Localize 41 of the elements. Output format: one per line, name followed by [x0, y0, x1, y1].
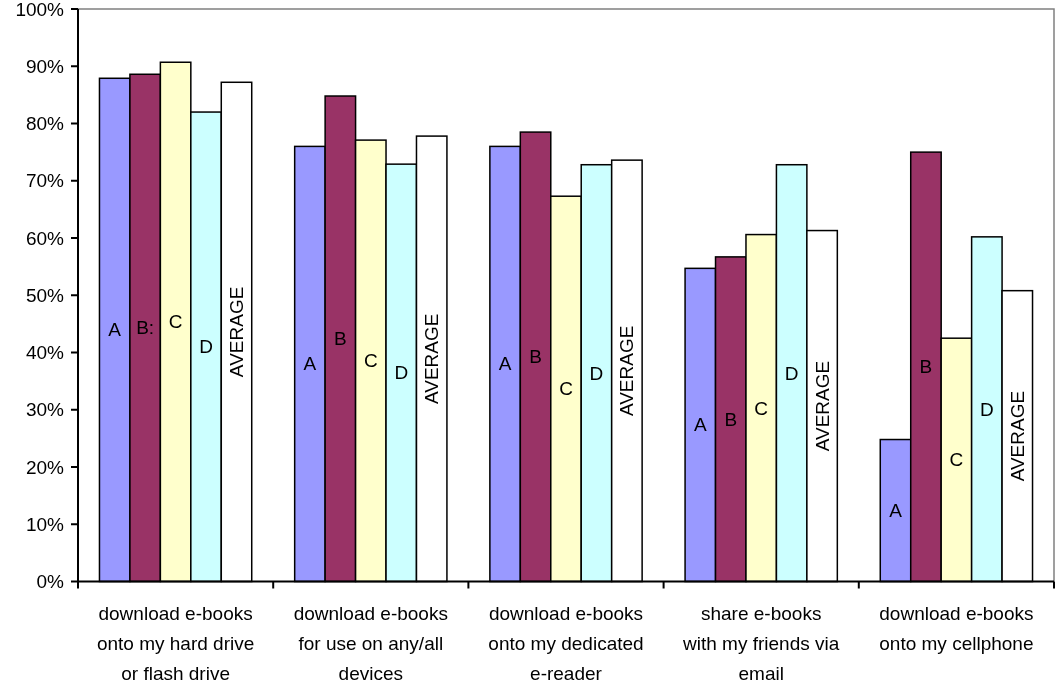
- y-tick-label: 40%: [25, 342, 65, 363]
- y-tick-label: 10%: [25, 513, 65, 535]
- data-label: C: [754, 397, 769, 419]
- data-label: AVERAGE: [811, 360, 833, 452]
- data-label: B: [724, 408, 738, 430]
- data-label: B: [919, 356, 933, 378]
- data-label: A: [693, 414, 707, 436]
- data-label: D: [979, 398, 994, 420]
- data-label: B:: [136, 317, 155, 339]
- data-label: AVERAGE: [226, 286, 247, 378]
- data-label: A: [303, 353, 317, 375]
- data-label: A: [108, 319, 122, 341]
- y-tick-label: 0%: [36, 571, 65, 592]
- data-label: A: [498, 353, 512, 375]
- data-label: C: [559, 378, 573, 400]
- data-label: AVERAGE: [616, 325, 638, 417]
- y-tick-label: 50%: [25, 284, 65, 306]
- data-label: D: [589, 362, 604, 384]
- data-label: C: [949, 449, 964, 471]
- data-label: A: [889, 500, 903, 522]
- x-tick-label: download e-books onto my hard drive or flash drive: [96, 603, 255, 684]
- x-tick-label: download e-books onto my cellphone: [879, 603, 1034, 654]
- x-tick-label: download e-books for use on any/all devices: [293, 603, 448, 684]
- x-tick-label: share e-books with my friends via email: [682, 603, 840, 684]
- data-label: AVERAGE: [1006, 390, 1028, 482]
- data-label: C: [168, 311, 183, 333]
- y-tick-label: 80%: [25, 113, 65, 134]
- y-tick-label: 20%: [25, 456, 65, 478]
- data-label: C: [363, 350, 378, 372]
- y-tick-label: 30%: [25, 399, 65, 421]
- data-label: AVERAGE: [421, 313, 443, 405]
- y-tick-label: 100%: [15, 0, 65, 20]
- data-label: B: [529, 346, 542, 368]
- y-tick-label: 90%: [25, 55, 65, 77]
- x-tick-label: download e-books onto my dedicated e-reader: [488, 603, 644, 684]
- data-label: D: [394, 362, 409, 384]
- data-label: B: [334, 328, 347, 350]
- y-tick-label: 70%: [25, 170, 65, 192]
- data-label: D: [199, 336, 213, 358]
- y-tick-label: 60%: [25, 227, 65, 249]
- data-label: D: [784, 362, 799, 384]
